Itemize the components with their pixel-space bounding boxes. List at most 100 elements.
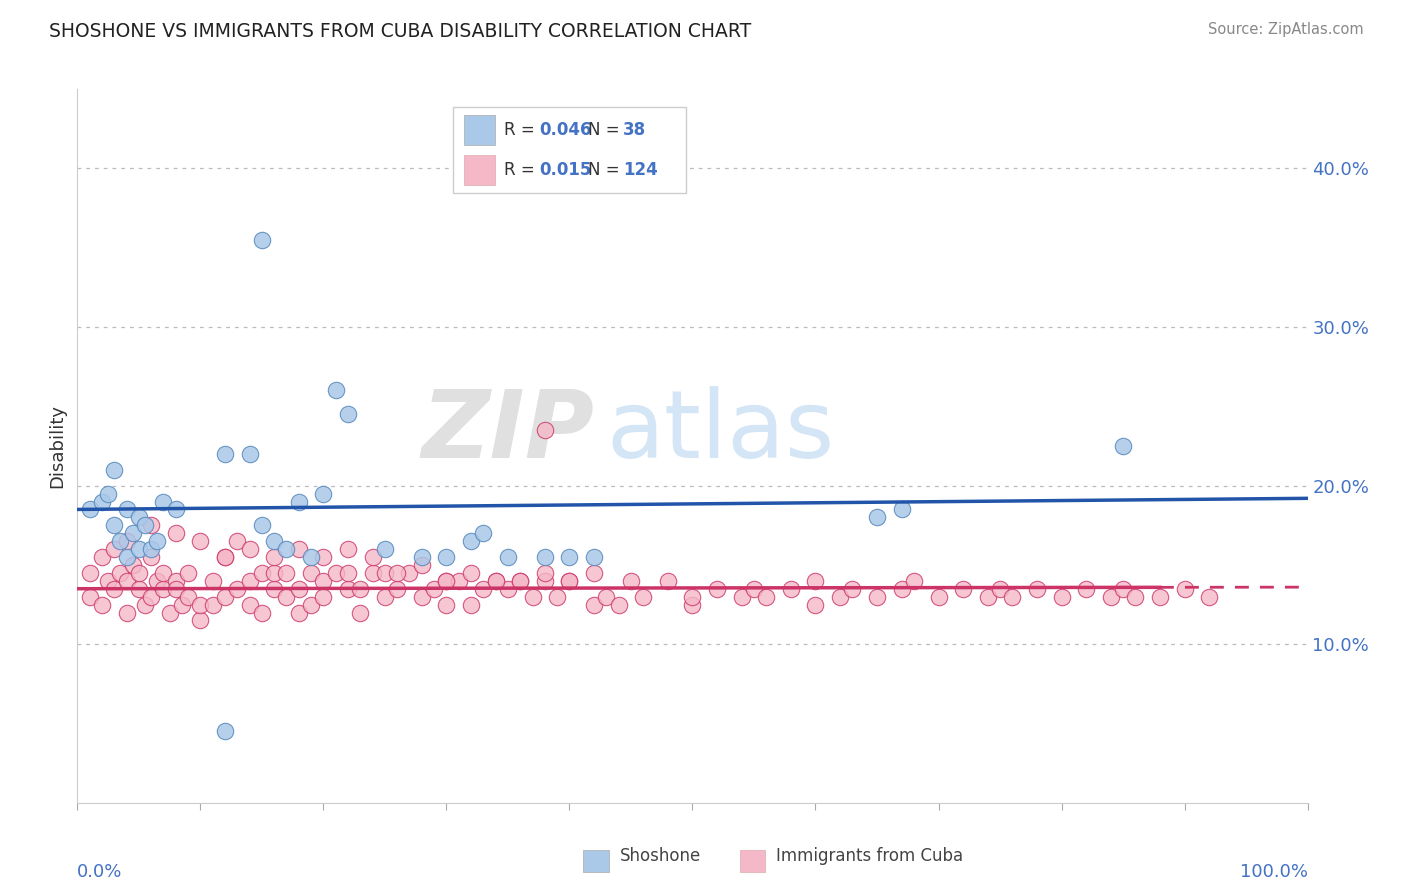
Point (1026, 582, 1049, 596)
Point (121, 526, 143, 541)
Point (103, 463, 125, 477)
Point (288, 582, 311, 596)
Point (201, 598, 224, 612)
Text: 124: 124 (623, 161, 658, 178)
Point (159, 606, 181, 620)
Point (276, 566, 298, 580)
Point (460, 566, 482, 580)
Point (485, 574, 508, 588)
Point (988, 582, 1011, 596)
Point (165, 574, 187, 588)
Point (177, 590, 200, 604)
Point (288, 542, 311, 557)
Point (165, 502, 187, 516)
Point (141, 518, 163, 533)
Point (288, 494, 311, 508)
Point (214, 447, 236, 461)
Point (706, 582, 728, 596)
Point (214, 724, 236, 739)
Text: SHOSHONE VS IMMIGRANTS FROM CUBA DISABILITY CORRELATION CHART: SHOSHONE VS IMMIGRANTS FROM CUBA DISABIL… (49, 22, 751, 41)
Point (337, 582, 360, 596)
Point (398, 566, 420, 580)
Point (436, 574, 458, 588)
Point (1001, 590, 1024, 604)
Point (411, 590, 433, 604)
Point (90, 549, 114, 564)
Point (239, 542, 262, 557)
Point (188, 614, 212, 628)
Point (1198, 590, 1220, 604)
Point (134, 518, 156, 533)
Point (128, 582, 150, 596)
Point (546, 590, 568, 604)
Point (121, 558, 143, 572)
Point (97, 574, 120, 588)
Text: ZIP: ZIP (422, 385, 595, 478)
Point (522, 590, 544, 604)
Point (141, 549, 163, 564)
Text: R =: R = (503, 121, 540, 139)
Point (115, 574, 138, 588)
Point (977, 590, 1000, 604)
Point (804, 574, 827, 588)
Point (385, 582, 409, 596)
Text: Source: ZipAtlas.com: Source: ZipAtlas.com (1208, 22, 1364, 37)
Point (312, 590, 335, 604)
Point (152, 582, 174, 596)
Point (214, 549, 236, 564)
Point (620, 574, 643, 588)
Text: 0.046: 0.046 (538, 121, 592, 139)
Point (496, 549, 519, 564)
Point (607, 598, 630, 612)
Point (374, 542, 396, 557)
Point (214, 549, 236, 564)
Point (731, 590, 754, 604)
Point (472, 582, 495, 596)
Point (534, 566, 557, 580)
Point (1076, 582, 1098, 596)
Point (534, 574, 557, 588)
Point (141, 590, 163, 604)
Point (239, 447, 262, 461)
Point (337, 566, 360, 580)
Point (128, 542, 150, 557)
Point (103, 518, 125, 533)
Point (128, 510, 150, 524)
Text: Shoshone: Shoshone (620, 847, 702, 865)
Point (250, 233, 273, 247)
Point (1125, 590, 1147, 604)
Point (325, 566, 347, 580)
Point (423, 582, 446, 596)
Text: 38: 38 (623, 121, 647, 139)
Text: 0.0%: 0.0% (77, 863, 122, 881)
Point (595, 590, 617, 604)
Point (447, 574, 470, 588)
Point (657, 574, 679, 588)
Point (682, 590, 704, 604)
Point (110, 566, 132, 580)
Point (411, 558, 433, 572)
Point (188, 534, 212, 549)
Point (226, 582, 249, 596)
Point (866, 590, 889, 604)
Point (312, 549, 335, 564)
Point (1050, 590, 1073, 604)
Point (103, 542, 125, 557)
Point (250, 566, 273, 580)
Point (583, 598, 606, 612)
Point (288, 606, 311, 620)
Point (361, 549, 384, 564)
Point (226, 534, 249, 549)
Point (115, 534, 138, 549)
Point (201, 574, 224, 588)
Point (337, 542, 360, 557)
Point (436, 598, 458, 612)
Point (804, 598, 827, 612)
Point (682, 598, 704, 612)
Text: 0.015: 0.015 (538, 161, 592, 178)
Point (90, 598, 114, 612)
Point (460, 534, 482, 549)
Point (509, 574, 531, 588)
Point (97, 486, 120, 500)
Point (152, 494, 174, 508)
